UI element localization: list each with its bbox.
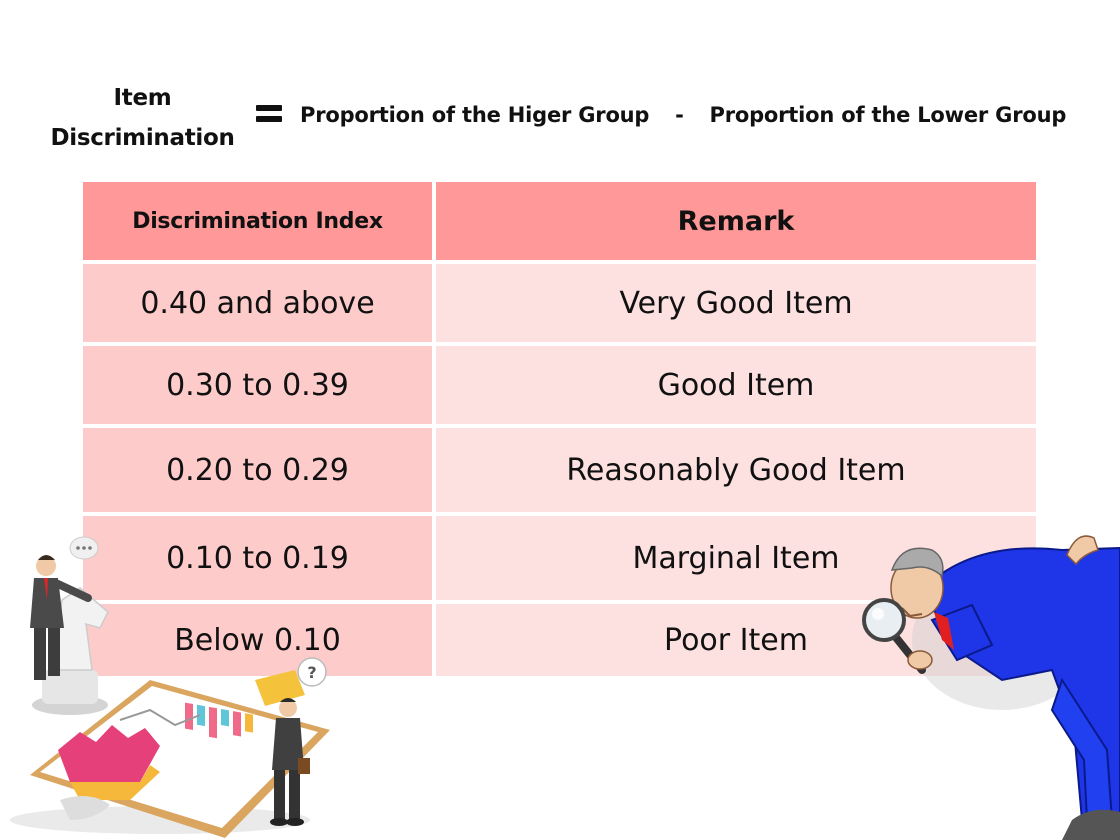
formula-term-higher: Proportion of the Higer Group — [300, 103, 650, 127]
speech-bubble-icon — [69, 536, 99, 560]
inspector-magnifying-glass-illustration — [862, 535, 1120, 840]
formula-minus-operator: - — [675, 103, 684, 127]
table-row: 0.20 to 0.29 Reasonably Good Item — [83, 428, 1036, 512]
discrimination-table: Discrimination Index Remark 0.40 and abo… — [83, 182, 1036, 680]
index-cell: 0.20 to 0.29 — [83, 428, 432, 512]
index-cell: Below 0.10 — [83, 604, 432, 676]
equals-bar-bottom — [256, 116, 282, 122]
businessman-left — [30, 555, 92, 680]
formula-rhs: Proportion of the Higer Group - Proporti… — [300, 97, 1066, 133]
inspector-head — [890, 547, 944, 619]
paper-map-shape — [60, 796, 110, 820]
formula-lhs: Item Discrimination — [40, 78, 245, 158]
businessman-chess-analytics-illustration: ? — [10, 536, 330, 838]
paper-area-chart — [58, 725, 160, 782]
equals-bar-top — [256, 105, 282, 111]
index-cell: 0.30 to 0.39 — [83, 346, 432, 424]
paper-bar-chart — [185, 702, 253, 739]
question-bubble — [297, 657, 327, 687]
table-row: 0.30 to 0.39 Good Item — [83, 346, 1036, 424]
remark-cell: Very Good Item — [436, 264, 1036, 342]
table-row: 0.40 and above Very Good Item — [83, 264, 1036, 342]
index-cell: 0.10 to 0.19 — [83, 516, 432, 600]
question-mark: ? — [307, 663, 316, 682]
red-tie — [934, 612, 954, 650]
header-discrimination-index: Discrimination Index — [83, 182, 432, 260]
shoe — [1062, 809, 1120, 840]
remark-cell: Good Item — [436, 346, 1036, 424]
formula-lhs-line2: Discrimination — [50, 125, 235, 151]
raised-hand — [1066, 535, 1099, 566]
formula-term-lower: Proportion of the Lower Group — [709, 103, 1067, 127]
header-remark: Remark — [436, 182, 1036, 260]
chess-knight — [32, 587, 109, 715]
sticky-note — [255, 670, 305, 706]
equals-sign — [256, 103, 282, 125]
paper-area-chart-yellow — [70, 765, 160, 800]
formula-lhs-line1: Item — [113, 85, 172, 111]
businessman-standing — [270, 698, 310, 826]
index-cell: 0.40 and above — [83, 264, 432, 342]
glass-hand — [907, 650, 933, 670]
remark-cell: Reasonably Good Item — [436, 428, 1036, 512]
paper-line-chart — [119, 708, 201, 727]
table-header-row: Discrimination Index Remark — [83, 182, 1036, 260]
